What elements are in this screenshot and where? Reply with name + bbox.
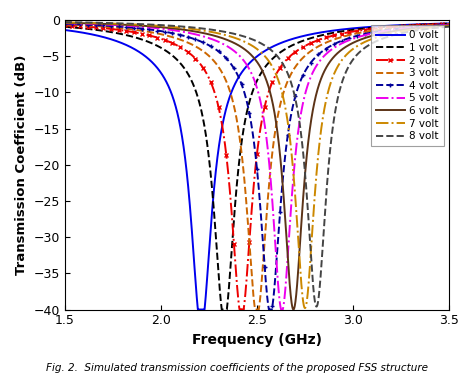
2 volt: [62, 23, 68, 28]
Text: Fig. 2.  Simulated transmission coefficients of the proposed FSS structure: Fig. 2. Simulated transmission coefficie…: [46, 363, 428, 373]
1 volt: [226, 285, 232, 290]
8 volt: [314, 304, 319, 309]
2 volt: [226, 177, 232, 181]
Line: 1 volt: 1 volt: [65, 24, 449, 310]
8 volt: [226, 30, 232, 35]
6 volt: [446, 23, 452, 28]
3 volt: [397, 25, 403, 30]
2 volt: [439, 22, 445, 26]
7 volt: [439, 24, 445, 29]
7 volt: [397, 29, 403, 34]
4 volt: [446, 23, 452, 27]
5 volt: [397, 27, 403, 31]
7 volt: [302, 306, 308, 310]
6 volt: [439, 24, 445, 28]
5 volt: [128, 24, 134, 28]
0 volt: [106, 36, 111, 41]
0 volt: [62, 28, 68, 32]
0 volt: [210, 207, 215, 211]
4 volt: [210, 45, 215, 49]
Y-axis label: Transmission Coefficient (dB): Transmission Coefficient (dB): [15, 55, 28, 275]
2 volt: [237, 307, 242, 312]
0 volt: [397, 23, 403, 28]
4 volt: [62, 21, 68, 26]
6 volt: [106, 22, 111, 26]
Legend: 0 volt, 1 volt, 2 volt, 3 volt, 4 volt, 5 volt, 6 volt, 7 volt, 8 volt: 0 volt, 1 volt, 2 volt, 3 volt, 4 volt, …: [371, 25, 444, 146]
0 volt: [195, 307, 201, 312]
6 volt: [291, 307, 296, 312]
4 volt: [128, 25, 134, 30]
Line: 3 volt: 3 volt: [65, 25, 449, 310]
3 volt: [226, 86, 232, 90]
1 volt: [62, 25, 68, 29]
0 volt: [226, 97, 232, 101]
4 volt: [439, 23, 445, 28]
1 volt: [106, 29, 111, 34]
8 volt: [446, 25, 452, 29]
7 volt: [62, 20, 68, 25]
6 volt: [397, 28, 403, 32]
8 volt: [62, 20, 68, 25]
8 volt: [106, 21, 111, 25]
1 volt: [210, 187, 215, 192]
7 volt: [210, 30, 215, 34]
4 volt: [266, 307, 272, 312]
4 volt: [397, 26, 403, 31]
1 volt: [439, 21, 445, 26]
3 volt: [439, 23, 445, 27]
2 volt: [128, 29, 134, 34]
Line: 5 volt: 5 volt: [65, 23, 449, 310]
Line: 8 volt: 8 volt: [65, 22, 449, 307]
Line: 7 volt: 7 volt: [65, 22, 449, 308]
3 volt: [446, 22, 452, 27]
X-axis label: Frequency (GHz): Frequency (GHz): [192, 333, 322, 347]
0 volt: [439, 21, 445, 26]
Line: 0 volt: 0 volt: [65, 23, 449, 310]
1 volt: [219, 307, 225, 312]
8 volt: [210, 28, 215, 32]
5 volt: [62, 21, 68, 25]
3 volt: [252, 307, 258, 312]
Line: 2 volt: 2 volt: [63, 21, 452, 312]
6 volt: [128, 23, 134, 28]
6 volt: [226, 38, 232, 43]
5 volt: [439, 23, 445, 28]
2 volt: [397, 24, 403, 29]
7 volt: [128, 22, 134, 27]
0 volt: [128, 45, 134, 50]
4 volt: [226, 59, 232, 63]
5 volt: [278, 307, 284, 312]
5 volt: [226, 45, 232, 49]
2 volt: [446, 21, 452, 26]
6 volt: [62, 20, 68, 25]
2 volt: [106, 26, 111, 31]
Line: 6 volt: 6 volt: [65, 23, 449, 310]
1 volt: [128, 34, 134, 39]
8 volt: [439, 25, 445, 29]
3 volt: [106, 25, 111, 29]
8 volt: [128, 21, 134, 26]
6 volt: [210, 33, 215, 37]
7 volt: [106, 21, 111, 26]
7 volt: [226, 34, 232, 38]
2 volt: [210, 83, 215, 88]
4 volt: [106, 23, 111, 28]
5 volt: [210, 37, 215, 41]
3 volt: [62, 22, 68, 27]
5 volt: [446, 23, 452, 27]
1 volt: [446, 21, 452, 26]
Line: 4 volt: 4 volt: [63, 21, 452, 312]
3 volt: [210, 57, 215, 61]
1 volt: [397, 23, 403, 28]
0 volt: [446, 21, 452, 26]
7 volt: [446, 24, 452, 28]
5 volt: [106, 22, 111, 27]
3 volt: [128, 27, 134, 32]
8 volt: [397, 31, 403, 36]
